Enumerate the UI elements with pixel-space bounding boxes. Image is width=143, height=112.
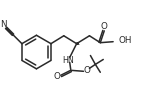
Text: O: O [84,66,90,75]
Text: O: O [101,22,108,31]
Text: ·: · [77,40,80,50]
Text: HN: HN [62,56,74,65]
Text: OH: OH [118,36,132,45]
Text: O: O [53,72,60,81]
Text: N: N [0,20,6,29]
